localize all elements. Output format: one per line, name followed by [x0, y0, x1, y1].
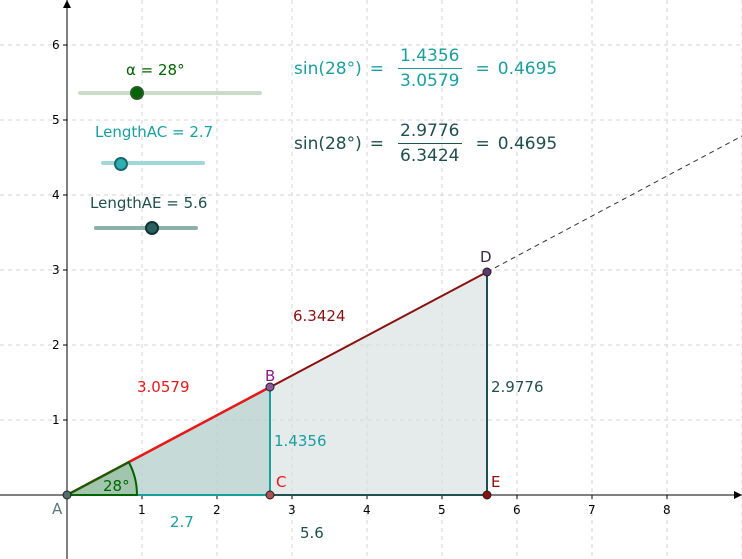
formula-2-denominator: 6.3424 — [400, 146, 460, 166]
x-tick-label: 6 — [513, 503, 521, 517]
x-axis-arrow — [734, 491, 742, 499]
formula-1-eq1: = — [369, 58, 385, 79]
label-ad: 6.3424 — [293, 307, 346, 325]
y-tick-label: 3 — [52, 263, 60, 277]
point-d-label: D — [480, 248, 492, 266]
point-b[interactable] — [265, 382, 275, 392]
ray-extension — [486, 135, 742, 273]
x-tick-label: 7 — [588, 503, 596, 517]
x-tick-label: 5 — [438, 503, 446, 517]
y-tick-label: 1 — [52, 413, 60, 427]
formula-2-eq2: = — [475, 133, 490, 154]
formula-1-fraction: 1.4356 3.0579 — [398, 46, 462, 91]
x-tick-label: 1 — [138, 503, 146, 517]
point-a[interactable] — [62, 490, 72, 500]
label-bc: 1.4356 — [274, 432, 327, 450]
formula-2-lhs: sin(28°) — [294, 133, 362, 154]
y-tick-label: 2 — [52, 338, 60, 352]
point-a-label: A — [52, 500, 63, 518]
formula-2-result: 0.4695 — [497, 133, 558, 154]
formula-1-result: 0.4695 — [497, 58, 558, 79]
formula-1-eq2: = — [475, 58, 490, 79]
formula-small-triangle: sin(28°) = 1.4356 3.0579 = 0.4695 — [294, 46, 557, 91]
angle-label: 28° — [103, 477, 130, 495]
slider-length-ac-label: LengthAC = 2.7 — [95, 123, 214, 141]
y-axis-arrow — [63, 0, 71, 8]
formula-2-fraction: 2.9776 6.3424 — [398, 121, 462, 166]
angle-arc — [66, 460, 139, 496]
formula-2-numerator: 2.9776 — [398, 121, 462, 144]
slider-alpha-label: α = 28° — [126, 61, 185, 79]
label-ab: 3.0579 — [137, 378, 190, 396]
slider-length-ae-knob[interactable] — [145, 221, 159, 235]
label-de: 2.9776 — [491, 378, 544, 396]
y-tick-label: 6 — [52, 38, 60, 52]
y-tick-label: 4 — [52, 188, 60, 202]
formula-1-lhs: sin(28°) — [294, 58, 362, 79]
formula-1-denominator: 3.0579 — [400, 71, 460, 91]
label-ac: 2.7 — [170, 513, 194, 531]
point-c[interactable] — [265, 490, 275, 500]
formula-large-triangle: sin(28°) = 2.9776 6.3424 = 0.4695 — [294, 121, 557, 166]
y-tick-label: 5 — [52, 113, 60, 127]
slider-alpha-track[interactable] — [78, 91, 262, 95]
axis-ticks: 1 2 3 4 5 6 7 8 1 2 3 4 5 6 — [52, 38, 671, 517]
point-c-label: C — [276, 473, 286, 491]
x-tick-label: 8 — [663, 503, 671, 517]
x-tick-label: 2 — [213, 503, 221, 517]
point-b-label: B — [265, 367, 275, 385]
formula-1-numerator: 1.4356 — [398, 46, 462, 69]
slider-length-ae-label: LengthAE = 5.6 — [90, 194, 208, 212]
slider-length-ac-knob[interactable] — [114, 157, 128, 171]
point-e[interactable] — [482, 490, 492, 500]
x-tick-label: 4 — [363, 503, 371, 517]
formula-2-eq1: = — [369, 133, 385, 154]
point-e-label: E — [491, 473, 500, 491]
slider-length-ac-track[interactable] — [101, 161, 205, 165]
slider-alpha-knob[interactable] — [130, 86, 144, 100]
x-tick-label: 3 — [288, 503, 296, 517]
point-d[interactable] — [482, 267, 492, 277]
label-ae: 5.6 — [300, 524, 324, 542]
